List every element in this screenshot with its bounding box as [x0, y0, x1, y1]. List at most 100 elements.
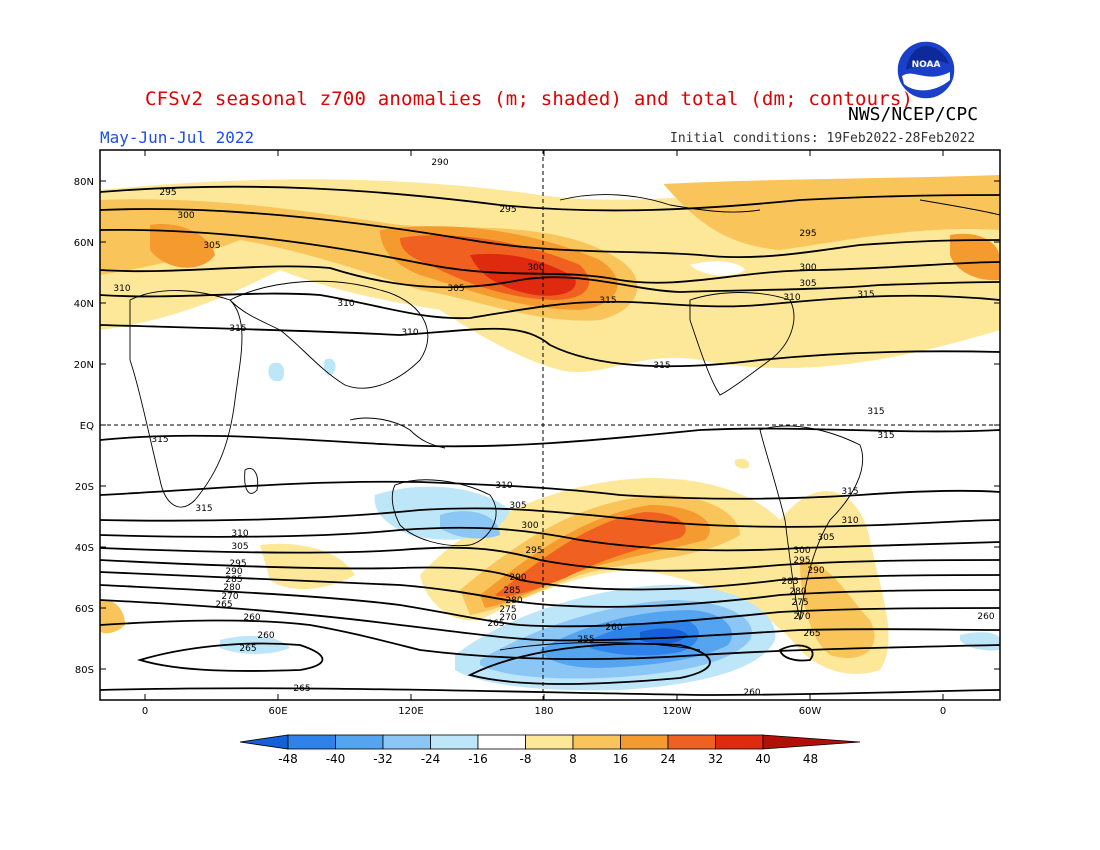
colorbar-swatch	[667, 734, 716, 750]
contour-label: 300	[799, 263, 816, 273]
contour-label: 295	[799, 229, 816, 239]
contour-label: 310	[401, 328, 418, 338]
contour-label: 315	[195, 504, 212, 514]
colorbar-label: 40	[755, 752, 770, 766]
contour-label: 310	[231, 529, 248, 539]
colorbar-label: 8	[569, 752, 577, 766]
forecast-period: May-Jun-Jul 2022	[100, 128, 255, 147]
height-contours	[100, 185, 1000, 696]
lon-tick-label: 120E	[398, 706, 423, 717]
colorbar-swatch	[335, 734, 384, 750]
contour-label: 285	[781, 577, 798, 587]
lat-tick-label: 40N	[74, 299, 94, 310]
lat-tick-label: 60N	[74, 238, 94, 249]
lon-tick-label: 60E	[268, 706, 287, 717]
lon-tick-label: 120W	[663, 706, 692, 717]
agency-label: NWS/NCEP/CPC	[848, 104, 979, 125]
contour-label: 285	[503, 586, 520, 596]
coastlines	[129, 194, 1000, 651]
lat-tick-label: 20N	[74, 360, 94, 371]
contour-label: 315	[653, 361, 670, 371]
contour-label: 290	[225, 567, 242, 577]
contour-label: 270	[499, 613, 516, 623]
contour-label: 290	[509, 573, 526, 583]
contour-label: 265	[293, 684, 310, 694]
contour-label: 290	[431, 158, 448, 168]
contour-label: 315	[841, 487, 858, 497]
colorbar-label: -16	[468, 752, 488, 766]
contour-label: 265	[803, 629, 820, 639]
contour-label: 305	[817, 533, 834, 543]
colorbar-swatch	[715, 734, 764, 750]
contour-label: 310	[113, 284, 130, 294]
lat-tick-label: 60S	[75, 604, 94, 615]
contour-label: 315	[857, 290, 874, 300]
contour-label: 310	[783, 293, 800, 303]
colorbar-swatch	[430, 734, 479, 750]
colorbar-swatch	[287, 734, 336, 750]
colorbar-arrow-right	[762, 734, 861, 750]
contour-label: 315	[877, 431, 894, 441]
colorbar-label: 48	[803, 752, 818, 766]
colorbar: -48 -40 -32 -24 -16 -8 8 16 24 32 40 48	[239, 734, 861, 766]
contour-label: 300	[527, 263, 544, 273]
contour-label: 295	[499, 205, 516, 215]
contour-label: 295	[159, 188, 176, 198]
contour-label: 270	[221, 592, 238, 602]
contour-label: 315	[151, 435, 168, 445]
lat-tick-label: 80S	[75, 665, 94, 676]
lat-tick-label: 40S	[75, 543, 94, 554]
contour-label: 315	[867, 407, 884, 417]
contour-label: 255	[577, 635, 594, 645]
contour-label: 275	[499, 605, 516, 615]
contour-label: 305	[509, 501, 526, 511]
contour-label: 260	[257, 631, 274, 641]
contour-label: 295	[793, 556, 810, 566]
colorbar-label: -24	[421, 752, 441, 766]
contour-label: 305	[203, 241, 220, 251]
longitude-axis: 0 60E 120E 180 120W 60W 0	[142, 150, 946, 717]
colorbar-swatch	[572, 734, 621, 750]
colorbar-swatch	[477, 734, 526, 750]
contour-label: 310	[337, 299, 354, 309]
lon-tick-label: 180	[534, 706, 553, 717]
colorbar-label: 16	[613, 752, 628, 766]
contour-label: 315	[599, 296, 616, 306]
latitude-axis: 80N 60N 40N 20N EQ 20S 40S 60S 80S	[74, 177, 1000, 676]
contour-label: 275	[791, 598, 808, 608]
contour-label: 260	[243, 613, 260, 623]
lon-tick-label: 60W	[799, 706, 822, 717]
figure-title: CFSv2 seasonal z700 anomalies (m; shaded…	[145, 88, 914, 110]
contour-label: 295	[525, 546, 542, 556]
contour-label: 265	[239, 644, 256, 654]
contour-label: 260	[977, 612, 994, 622]
contour-label: 260	[605, 623, 622, 633]
contour-label: 305	[447, 284, 464, 294]
colorbar-label: 24	[660, 752, 675, 766]
lat-tick-label: 20S	[75, 482, 94, 493]
contour-label: 305	[799, 279, 816, 289]
contour-label: 305	[231, 542, 248, 552]
lon-tick-label: 0	[940, 706, 946, 717]
contour-label: 290	[807, 566, 824, 576]
contour-label: 265	[487, 619, 504, 629]
contour-label: 265	[215, 600, 232, 610]
contour-label: 285	[225, 575, 242, 585]
lat-tick-label: 80N	[74, 177, 94, 188]
noaa-logo-icon: NOAA	[896, 40, 956, 100]
lat-tick-label: EQ	[80, 421, 94, 432]
colorbar-label: -40	[326, 752, 346, 766]
colorbar-swatch	[620, 734, 669, 750]
contour-label: 270	[793, 612, 810, 622]
reference-lines	[100, 150, 1000, 700]
contour-label: 315	[229, 324, 246, 334]
contour-label: 280	[223, 583, 240, 593]
colorbar-arrow-left	[239, 734, 289, 750]
contour-label: 310	[495, 481, 512, 491]
initial-conditions-label: Initial conditions: 19Feb2022-28Feb2022	[670, 131, 976, 146]
colorbar-label: -48	[278, 752, 298, 766]
contour-label: 280	[505, 596, 522, 606]
colorbar-swatch	[382, 734, 431, 750]
